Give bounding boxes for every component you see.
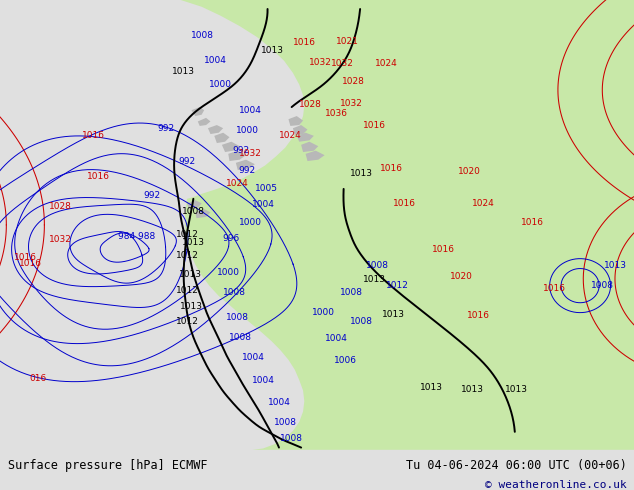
Text: 1013: 1013 [382,310,404,319]
Text: 1004: 1004 [252,376,275,385]
Polygon shape [222,142,240,152]
Polygon shape [208,125,223,134]
Text: 1016: 1016 [543,284,566,294]
Text: 1004: 1004 [242,353,265,362]
Text: 984 988: 984 988 [118,232,155,241]
Text: 1013: 1013 [180,302,203,311]
Text: 992: 992 [232,146,250,155]
Text: 1004: 1004 [252,200,275,209]
Text: 1004: 1004 [325,334,347,343]
Text: 1024: 1024 [375,59,398,69]
Polygon shape [187,200,202,209]
Polygon shape [214,133,230,143]
Text: 1005: 1005 [255,184,278,194]
Text: 1016: 1016 [432,245,455,254]
Text: 992: 992 [178,157,196,167]
Text: 1000: 1000 [239,218,262,227]
Text: 1000: 1000 [312,308,335,317]
Text: 1021: 1021 [336,37,359,46]
Text: 1032: 1032 [340,99,363,108]
Polygon shape [297,133,314,142]
Polygon shape [301,142,318,152]
Text: 1008: 1008 [350,317,373,326]
Text: 1013: 1013 [172,68,195,76]
Text: 1016: 1016 [380,164,403,173]
Text: 1004: 1004 [239,106,262,115]
Text: 992: 992 [143,191,161,200]
Text: 1013: 1013 [350,169,373,178]
Polygon shape [236,160,255,170]
Text: 016: 016 [29,374,47,383]
Text: 1004: 1004 [204,56,227,65]
Polygon shape [293,125,307,135]
Text: 1016: 1016 [82,131,105,140]
Text: 1016: 1016 [293,38,316,47]
Text: © weatheronline.co.uk: © weatheronline.co.uk [484,480,626,490]
Text: 1008: 1008 [274,418,297,427]
Text: 1000: 1000 [209,80,232,89]
Text: 1006: 1006 [334,356,357,365]
Text: 1012: 1012 [176,251,198,260]
Text: 1032: 1032 [239,149,262,158]
Text: 1008: 1008 [340,288,363,297]
Text: 1004: 1004 [268,398,290,407]
Text: 1012: 1012 [176,286,198,294]
Text: 1012: 1012 [176,230,198,239]
Text: 1016: 1016 [19,259,42,268]
Text: 1024: 1024 [472,199,495,208]
Text: Surface pressure [hPa] ECMWF: Surface pressure [hPa] ECMWF [8,459,207,471]
Text: 1024: 1024 [279,131,302,140]
Polygon shape [195,209,210,218]
Text: 1016: 1016 [363,122,385,130]
Text: 1008: 1008 [226,313,249,321]
Text: 1000: 1000 [217,268,240,277]
Polygon shape [198,118,210,126]
Text: 1008: 1008 [191,31,214,41]
Text: 1012: 1012 [176,317,198,326]
Text: 1032: 1032 [309,58,332,67]
Text: 1016: 1016 [467,311,490,320]
Text: 1008: 1008 [230,333,252,342]
Text: 1020: 1020 [458,167,481,176]
Text: 1012: 1012 [386,281,409,290]
Text: 1008: 1008 [182,207,205,216]
Polygon shape [288,116,303,126]
Text: 1013: 1013 [261,46,284,55]
Text: 1028: 1028 [342,77,365,86]
Text: 1028: 1028 [49,202,72,211]
Text: 1013: 1013 [420,383,443,392]
Text: 1036: 1036 [325,109,347,118]
Text: 1013: 1013 [505,385,528,393]
Text: 1028: 1028 [299,100,322,109]
Text: 1016: 1016 [521,218,544,227]
Text: 996: 996 [223,234,240,243]
Text: 1016: 1016 [14,253,37,262]
Text: 1020: 1020 [450,272,473,281]
Text: Tu 04-06-2024 06:00 UTC (00+06): Tu 04-06-2024 06:00 UTC (00+06) [406,459,626,471]
Polygon shape [306,151,325,161]
Polygon shape [191,107,204,116]
Text: 1013: 1013 [604,261,626,270]
Text: 1032: 1032 [331,59,354,69]
Polygon shape [181,0,634,450]
Text: 1024: 1024 [226,179,249,188]
Text: 1032: 1032 [49,235,72,244]
Text: 992: 992 [238,167,256,175]
Text: 1016: 1016 [87,172,110,181]
Text: 1008: 1008 [223,288,246,297]
Text: 1000: 1000 [236,126,259,135]
Text: 1013: 1013 [363,275,385,284]
Text: 1008: 1008 [366,261,389,270]
Text: 1013: 1013 [461,385,484,393]
Text: 1013: 1013 [182,239,205,247]
Text: 992: 992 [157,123,175,133]
Polygon shape [228,151,246,161]
Text: 1016: 1016 [393,199,416,208]
Text: 1013: 1013 [179,270,202,279]
Text: 1008: 1008 [280,434,303,443]
Text: 1008: 1008 [591,281,614,290]
